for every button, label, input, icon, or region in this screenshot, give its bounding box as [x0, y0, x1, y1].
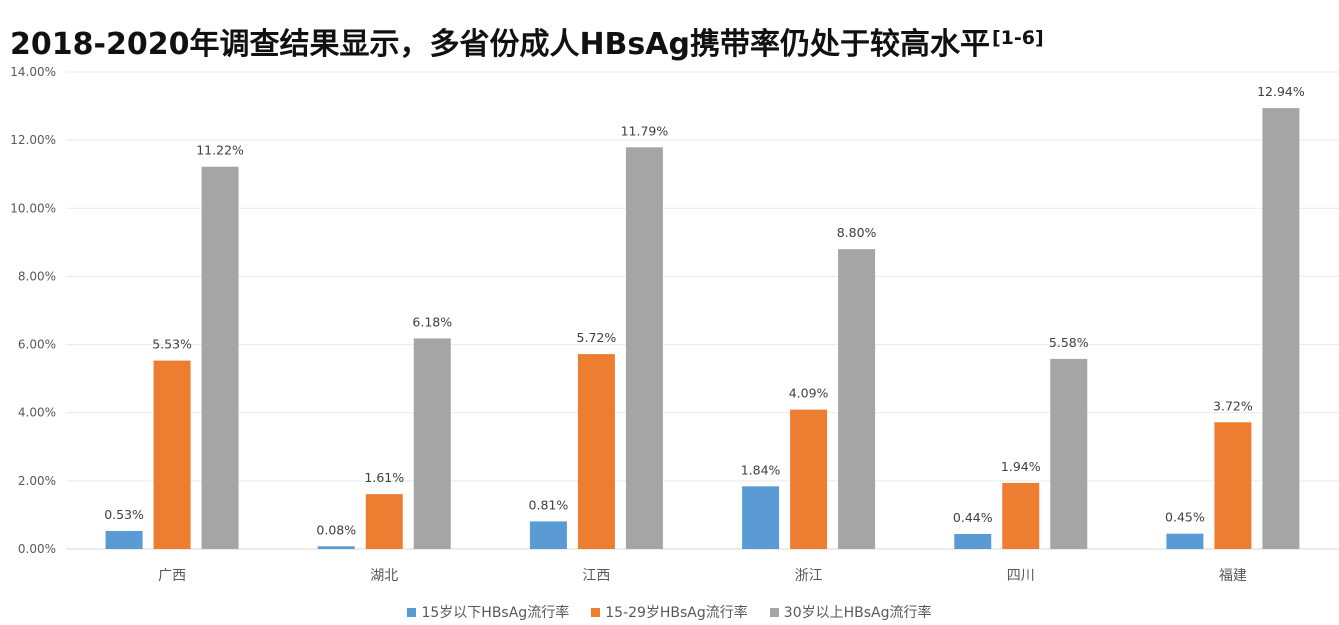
chart-title: 2018-2020年调查结果显示，多省份成人HBsAg携带率仍处于较高水平 [1-…	[10, 14, 1044, 62]
bar-series3	[201, 166, 239, 549]
legend-swatch	[591, 607, 601, 617]
y-tick-label: 8.00%	[18, 269, 56, 283]
bar-series3	[1262, 108, 1300, 549]
legend-item: 15岁以下HBsAg流行率	[407, 602, 569, 622]
data-label: 8.80%	[837, 225, 877, 240]
y-tick-label: 4.00%	[18, 406, 56, 420]
data-label: 4.09%	[789, 386, 829, 401]
data-label: 0.45%	[1165, 510, 1205, 525]
data-label: 1.94%	[1001, 459, 1041, 474]
chart-title-reference: [1-6]	[991, 27, 1044, 49]
legend-swatch	[407, 607, 417, 617]
data-label: 11.22%	[196, 143, 244, 158]
y-tick-label: 2.00%	[18, 474, 56, 488]
chart-title-text: 2018-2020年调查结果显示，多省份成人HBsAg携带率仍处于较高水平	[10, 27, 990, 62]
data-label: 5.58%	[1049, 335, 1089, 350]
data-label: 0.44%	[953, 510, 993, 525]
data-label: 0.53%	[104, 507, 144, 522]
data-label: 12.94%	[1257, 84, 1305, 99]
x-tick-label: 浙江	[795, 568, 823, 584]
data-label: 0.81%	[529, 497, 569, 512]
x-tick-label: 广西	[158, 568, 186, 584]
x-tick-label: 湖北	[370, 568, 398, 584]
y-tick-label: 14.00%	[10, 65, 56, 79]
y-tick-label: 0.00%	[18, 542, 56, 556]
y-tick-label: 6.00%	[18, 338, 56, 352]
data-label: 1.84%	[741, 462, 781, 477]
data-label: 5.53%	[152, 337, 192, 352]
bar-series1	[954, 534, 992, 549]
bar-series1	[105, 530, 143, 549]
data-label: 0.08%	[316, 522, 356, 537]
bar-series3	[1050, 358, 1088, 549]
bar-series3	[838, 249, 876, 549]
bar-series2	[577, 354, 615, 549]
bar-series2	[365, 494, 403, 549]
legend-label: 15岁以下HBsAg流行率	[421, 605, 570, 621]
data-label: 3.72%	[1213, 398, 1253, 413]
data-label: 5.72%	[577, 330, 617, 345]
x-tick-label: 福建	[1219, 568, 1247, 584]
legend-label: 30岁以上HBsAg流行率	[783, 605, 932, 621]
bar-series2	[1002, 482, 1040, 549]
data-label: 11.79%	[621, 123, 669, 138]
data-label: 6.18%	[412, 314, 452, 329]
legend-label: 15-29岁HBsAg流行率	[605, 605, 748, 621]
bar-series2	[1214, 422, 1252, 549]
data-label: 1.61%	[364, 470, 404, 485]
bar-series3	[625, 147, 663, 549]
legend-item: 30岁以上HBsAg流行率	[769, 602, 932, 622]
bar-series1	[529, 521, 567, 549]
y-tick-label: 12.00%	[10, 133, 56, 147]
y-tick-label: 10.00%	[10, 201, 56, 215]
bar-series1	[317, 546, 355, 549]
bar-series3	[413, 338, 451, 549]
bar-series2	[153, 360, 191, 549]
chart-legend: 15岁以下HBsAg流行率 15-29岁HBsAg流行率 30岁以上HBsAg流行率	[0, 601, 1339, 623]
legend-item: 15-29岁HBsAg流行率	[591, 602, 748, 622]
legend-swatch	[769, 607, 779, 617]
x-tick-label: 江西	[582, 568, 610, 584]
bar-series1	[1166, 533, 1204, 549]
bar-series1	[742, 486, 780, 549]
bar-chart: 0.00% 2.00% 4.00% 6.00% 8.00% 10.00% 12.00% 14.…	[10, 65, 1339, 584]
bar-series2	[790, 409, 828, 549]
x-tick-label: 四川	[1007, 568, 1035, 584]
